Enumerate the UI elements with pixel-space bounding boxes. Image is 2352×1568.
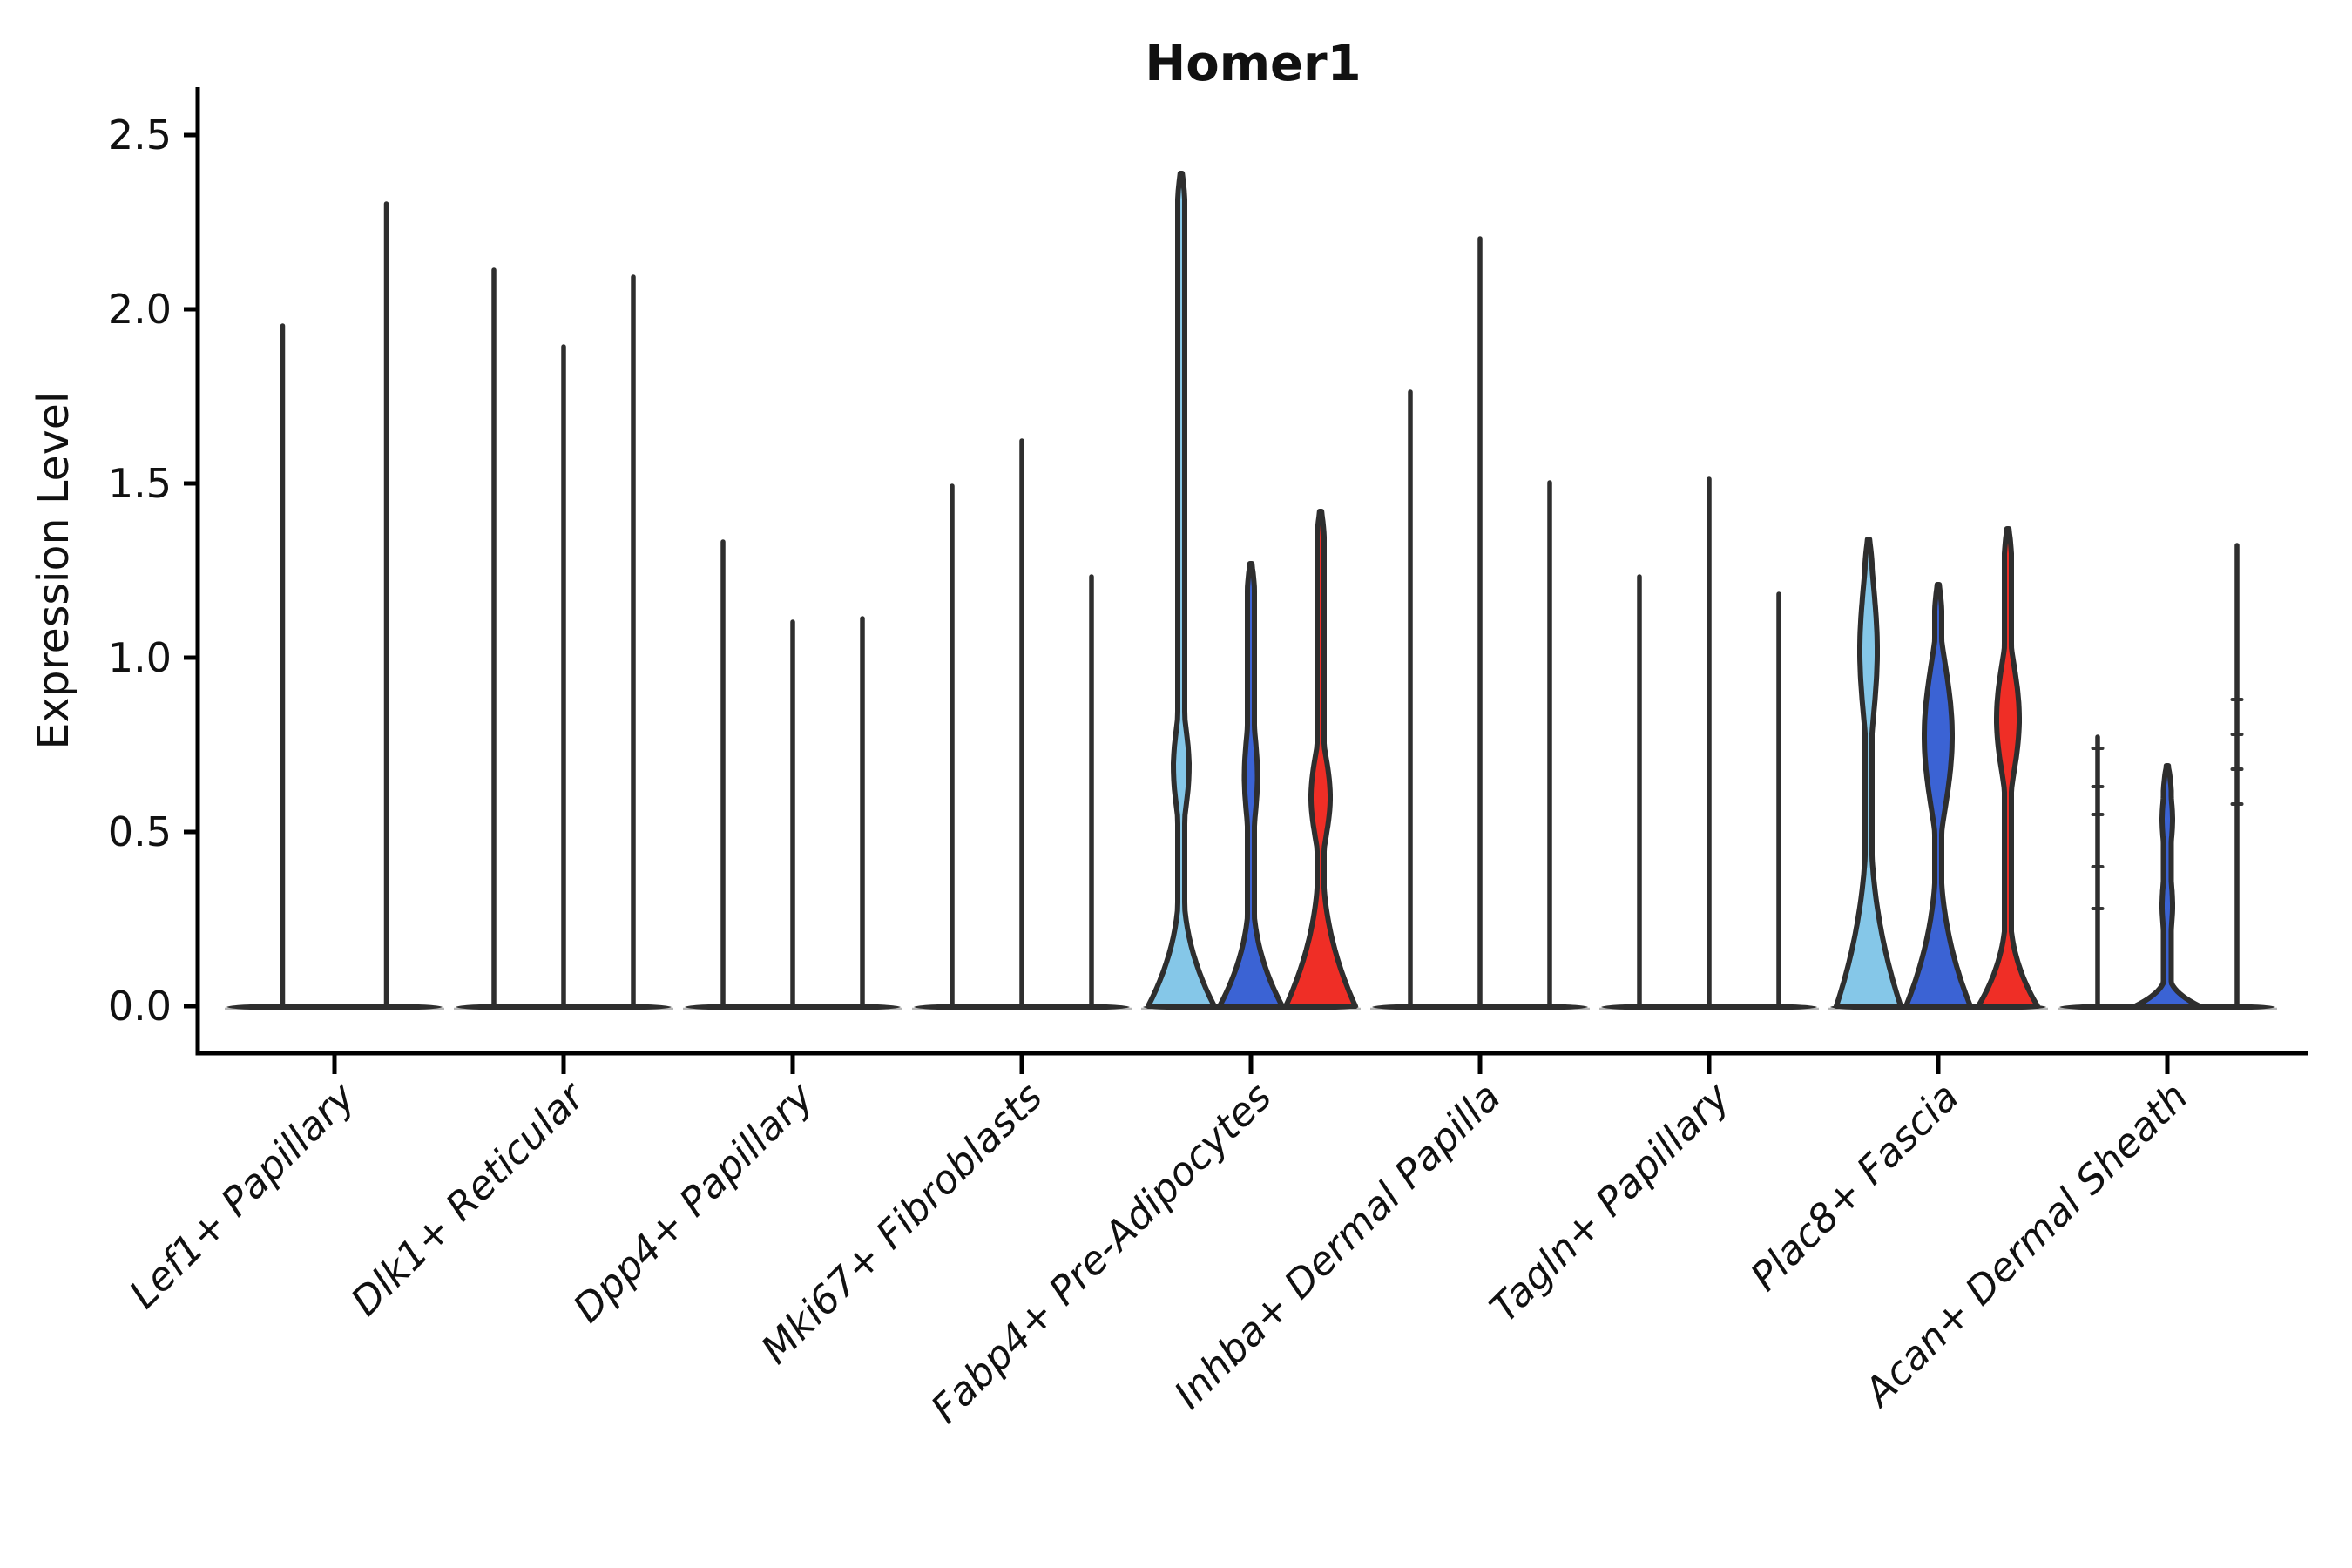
x-tick-label-2: Dlk1+ Reticular [341,1072,594,1325]
violin-baseline [226,1004,443,1010]
y-tick-label-2.0: 2.0 [108,286,172,333]
violin-g5-blue [1217,561,1285,1009]
y-tick-label-1.5: 1.5 [108,460,172,507]
violin-g5-red [1283,509,1358,1009]
violin-g8-blue [1903,582,1973,1009]
y-axis-label: Expression Level [29,392,78,750]
chart-title: Homer1 [1145,36,1361,92]
x-tick-label-8: Plac8+ Fascia [1741,1073,1968,1300]
y-tick-label-0.0: 0.0 [108,983,172,1030]
violin-g8-red [1976,526,2040,1009]
x-tick-label-3: Dpp4+ Papillary [564,1072,823,1331]
y-tick-label-2.5: 2.5 [108,112,172,159]
x-tick-label-1: Lef1+ Papillary [120,1072,365,1317]
y-tick-label-1.0: 1.0 [108,634,172,681]
violin-g9-blue [2132,763,2202,1009]
y-tick-label-0.5: 0.5 [108,808,172,855]
violin-g8-lightblue [1834,537,1903,1009]
violin-g5-lightblue [1146,171,1217,1009]
x-tick-label-7: Tagln+ Papillary [1481,1072,1740,1331]
